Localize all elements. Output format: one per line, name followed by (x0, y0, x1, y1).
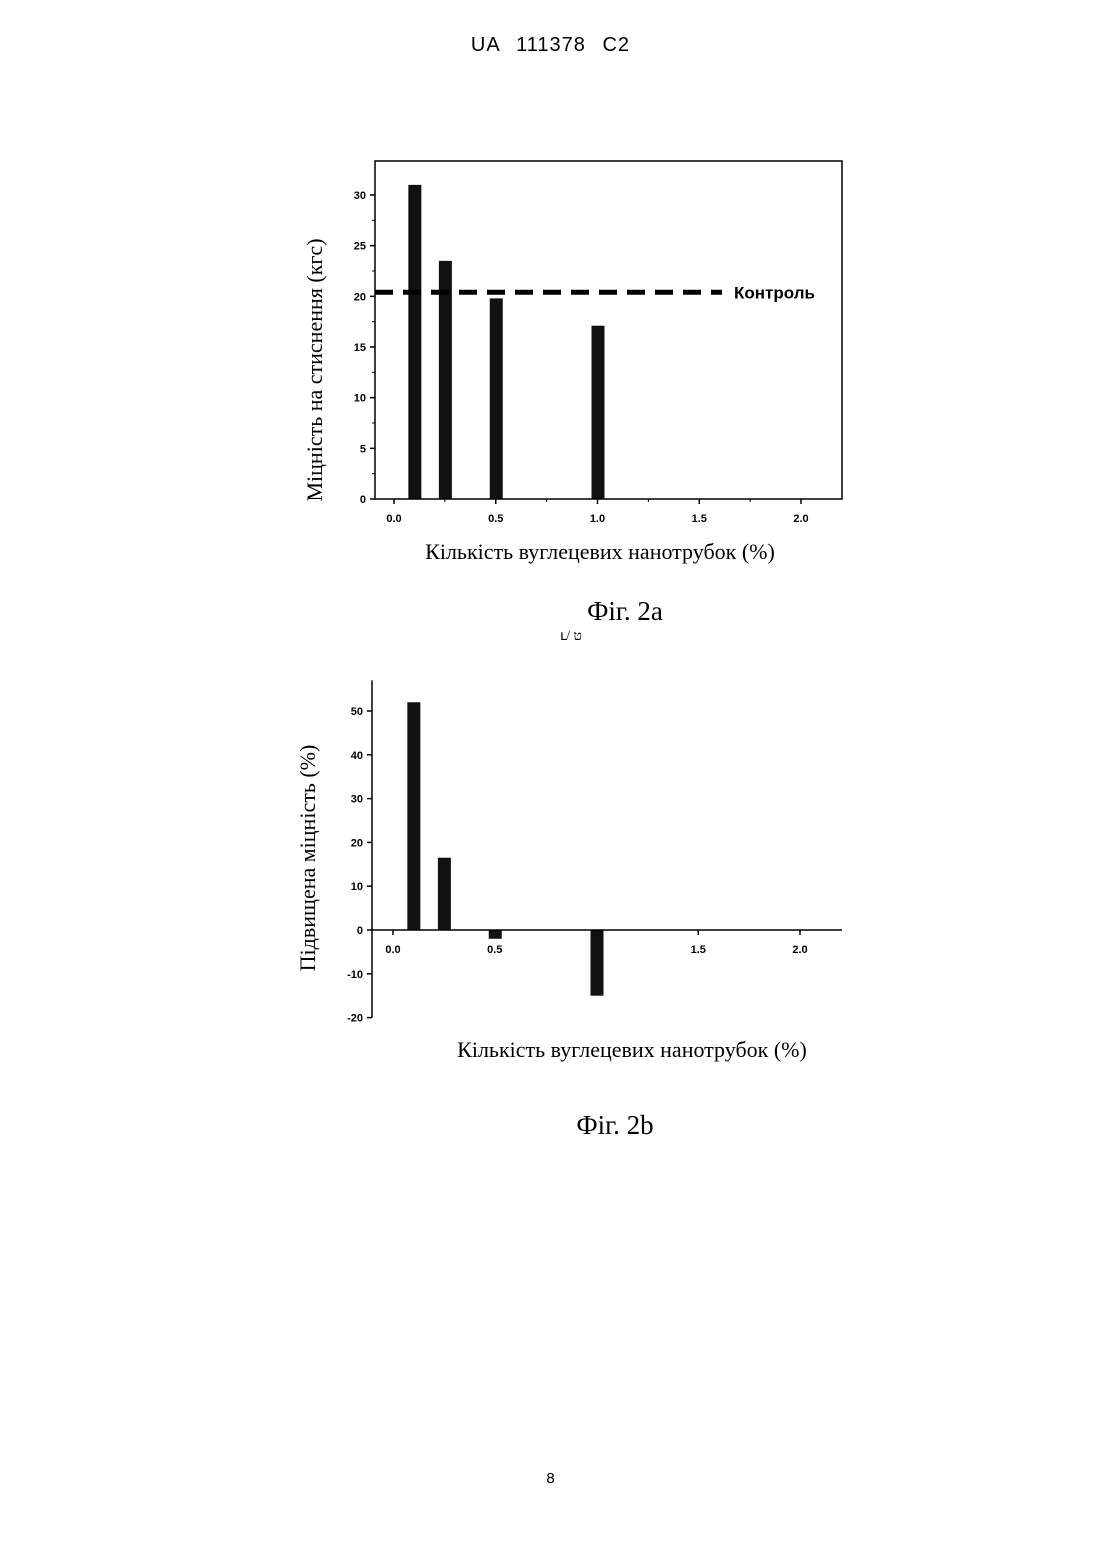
fig-2b-xlabel: Кількість вуглецевих нанотрубок (%) (457, 1037, 807, 1062)
fig-2b-bar (591, 930, 604, 996)
fig-2b-ylabel: Підвищена міцність (%) (295, 745, 320, 972)
fig-2b-ytick-label: 20 (351, 837, 363, 849)
chart-fig-2b: -20 -10 0 10 20 30 40 50 0.0 0.5 1.5 2.0 Підвищена … (0, 0, 1101, 1100)
fig-2b-bar (407, 702, 420, 930)
fig-2b-ytick-label: 40 (351, 750, 363, 762)
page-number: 8 (0, 1470, 1101, 1487)
fig-2b-xtick-label: 0.0 (385, 944, 400, 956)
fig-2b-xtick-label: 2.0 (792, 944, 807, 956)
fig-2b-ytick-label: -10 (347, 969, 363, 981)
fig-2b-bar (489, 930, 502, 939)
fig-2b-ytick-label: -20 (347, 1013, 363, 1025)
fig-2b-ytick-label: 30 (351, 794, 363, 806)
fig-2b-caption: Фіг. 2b (500, 1110, 730, 1141)
fig-2b-ytick-label: 0 (357, 925, 363, 937)
fig-2b-ytick-label: 50 (351, 706, 363, 718)
fig-2b-ytick-label: 10 (351, 881, 363, 893)
fig-2b-bar (438, 858, 451, 930)
fig-2b-xtick-label: 1.5 (691, 944, 706, 956)
fig-2b-xtick-label: 0.5 (487, 944, 502, 956)
